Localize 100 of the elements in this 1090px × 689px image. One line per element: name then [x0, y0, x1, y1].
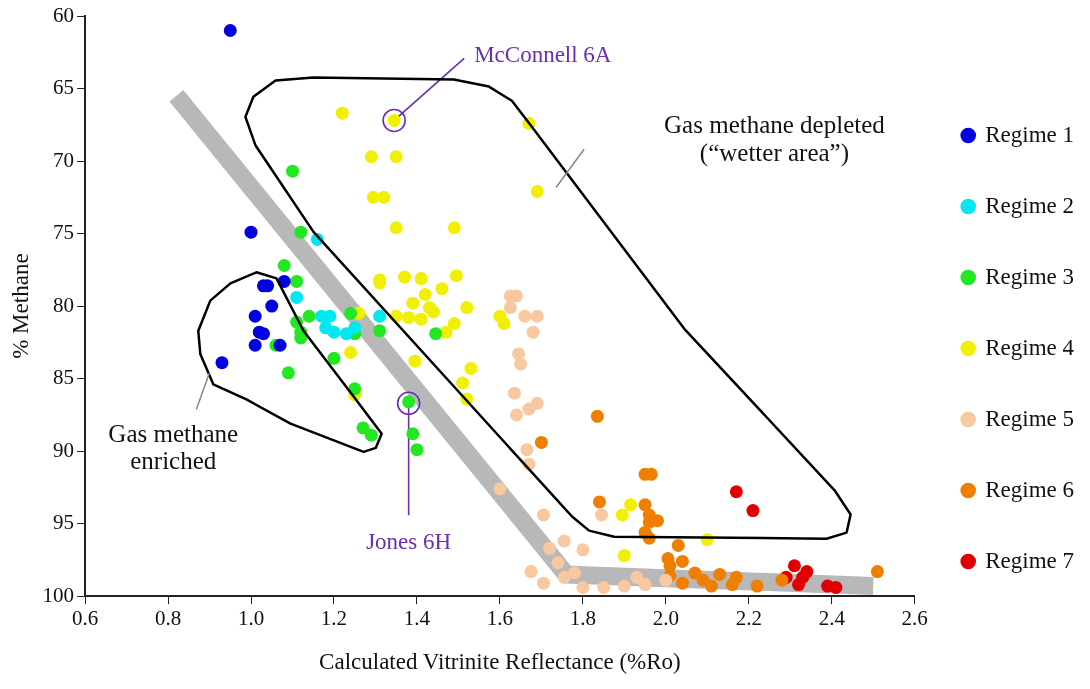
point [576, 543, 590, 557]
point [576, 581, 590, 594]
annotation: Jones 6H [366, 529, 452, 555]
point [775, 573, 789, 587]
point [510, 408, 523, 422]
point [568, 566, 582, 580]
point [447, 221, 461, 235]
point [750, 579, 764, 593]
x-tick-label: 1.2 [320, 606, 348, 631]
point [414, 312, 428, 326]
x-tick-label: 0.8 [154, 606, 182, 631]
point [597, 581, 611, 594]
point [373, 324, 387, 338]
point [557, 570, 571, 584]
point [675, 576, 689, 590]
annotation: McConnell 6A [474, 42, 612, 68]
legend-label: Regime 7 [985, 547, 1075, 573]
point [408, 354, 422, 368]
point [659, 573, 673, 587]
point [406, 427, 420, 441]
point [590, 409, 604, 423]
point [364, 428, 378, 442]
legend-label: Regime 4 [985, 334, 1075, 360]
legend-label: Regime 6 [985, 476, 1075, 502]
legend-label: Regime 5 [985, 405, 1075, 431]
point [617, 579, 631, 593]
point [427, 305, 441, 319]
point [286, 164, 299, 178]
point [543, 541, 557, 555]
y-tick-label: 65 [53, 75, 75, 100]
point [870, 565, 884, 579]
x-tick-label: 2.0 [652, 606, 679, 631]
point [344, 306, 358, 320]
x-axis-title: Calculated Vitrinite Reflectance (%Ro) [319, 649, 681, 675]
point [373, 309, 387, 323]
point [344, 346, 358, 360]
point [615, 508, 629, 522]
point [675, 554, 689, 568]
point [302, 309, 316, 323]
point [273, 338, 287, 352]
annotation: Gas methane enriched [108, 419, 239, 475]
point [418, 288, 432, 301]
point [617, 549, 631, 563]
point [497, 317, 511, 331]
point [493, 482, 507, 496]
point [256, 327, 270, 341]
point [704, 579, 718, 593]
point [281, 366, 295, 380]
point [520, 443, 534, 457]
point [294, 225, 308, 239]
y-axis-title: % Methane [7, 253, 33, 359]
point [414, 272, 428, 286]
point [406, 296, 420, 310]
point [435, 282, 449, 296]
point [223, 24, 237, 37]
point [348, 321, 362, 335]
point [534, 435, 548, 449]
y-tick-label: 80 [53, 292, 75, 317]
point [277, 258, 291, 272]
point [536, 576, 550, 590]
point [725, 578, 739, 592]
point [512, 347, 526, 361]
point [464, 361, 478, 375]
point [389, 150, 403, 164]
point [248, 338, 262, 352]
point [447, 317, 461, 331]
point [290, 274, 304, 288]
legend-label: Regime 3 [985, 263, 1075, 289]
legend-label: Regime 1 [985, 121, 1075, 147]
point [327, 325, 341, 339]
point [364, 150, 378, 164]
point [215, 356, 229, 370]
legend-label: Regime 2 [985, 192, 1075, 218]
point [507, 386, 521, 400]
point [244, 225, 258, 239]
point [536, 508, 550, 522]
point [460, 301, 474, 315]
point [551, 556, 565, 570]
point [524, 565, 538, 579]
point [518, 309, 532, 323]
point [530, 309, 544, 323]
x-tick-label: 2.6 [901, 606, 928, 631]
point [829, 581, 843, 594]
point [713, 567, 727, 581]
y-tick-label: 70 [53, 147, 75, 172]
point [514, 357, 528, 371]
point [290, 290, 304, 304]
point [410, 443, 424, 457]
x-tick-label: 2.4 [818, 606, 846, 631]
point [389, 221, 403, 235]
y-tick-label: 60 [53, 2, 75, 27]
point [638, 578, 652, 592]
point [429, 327, 443, 341]
point [402, 311, 416, 325]
x-tick-label: 1.4 [403, 606, 431, 631]
point [638, 498, 652, 512]
point [398, 270, 411, 284]
point [526, 325, 540, 339]
point [265, 299, 279, 313]
point [671, 538, 685, 552]
